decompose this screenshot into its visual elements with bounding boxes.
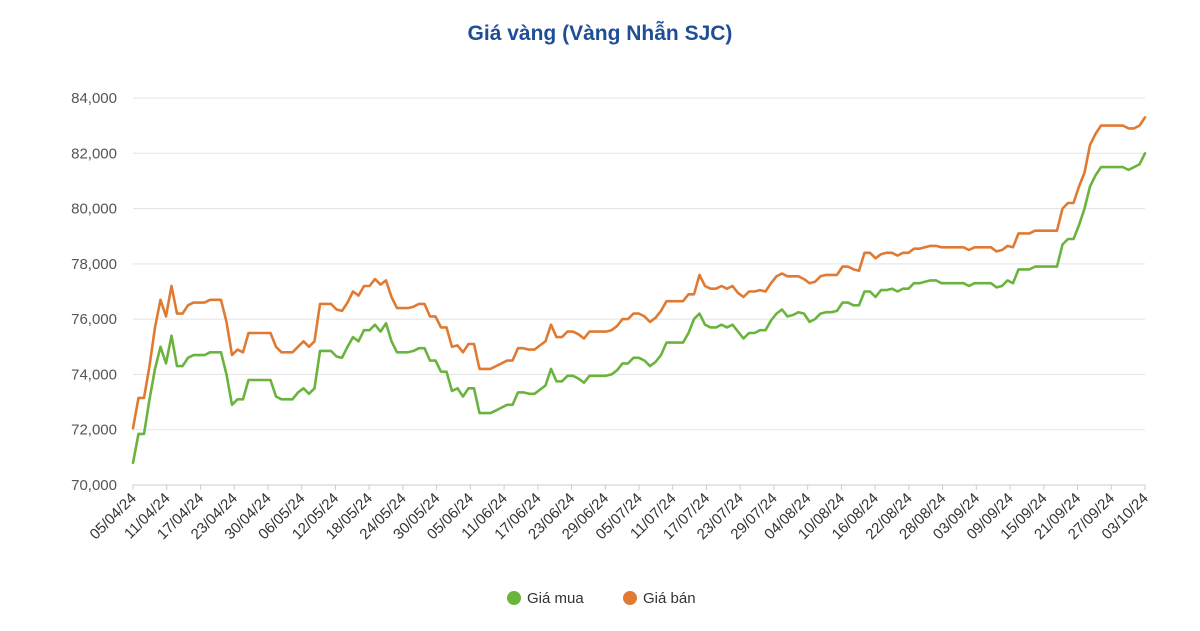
y-tick-label: 82,000 (71, 145, 117, 162)
legend-gia-mua[interactable]: Giá mua (507, 590, 584, 607)
series-line-gia-mua (131, 152, 1147, 465)
y-tick-label: 84,000 (71, 90, 117, 107)
y-tick-label: 74,000 (71, 366, 117, 383)
legend-label: Giá bán (643, 590, 696, 607)
y-tick-label: 76,000 (71, 311, 117, 328)
legend-marker (507, 591, 521, 605)
legend-label: Giá mua (527, 590, 584, 607)
series-line-gia-ban (131, 116, 1147, 430)
legend-gia-ban[interactable]: Giá bán (623, 590, 696, 607)
chart-title: Giá vàng (Vàng Nhẫn SJC) (467, 22, 733, 45)
y-tick-label: 78,000 (71, 256, 117, 273)
y-tick-label: 70,000 (71, 477, 117, 494)
legend-marker (623, 591, 637, 605)
y-tick-label: 80,000 (71, 201, 117, 218)
y-tick-label: 72,000 (71, 422, 117, 439)
